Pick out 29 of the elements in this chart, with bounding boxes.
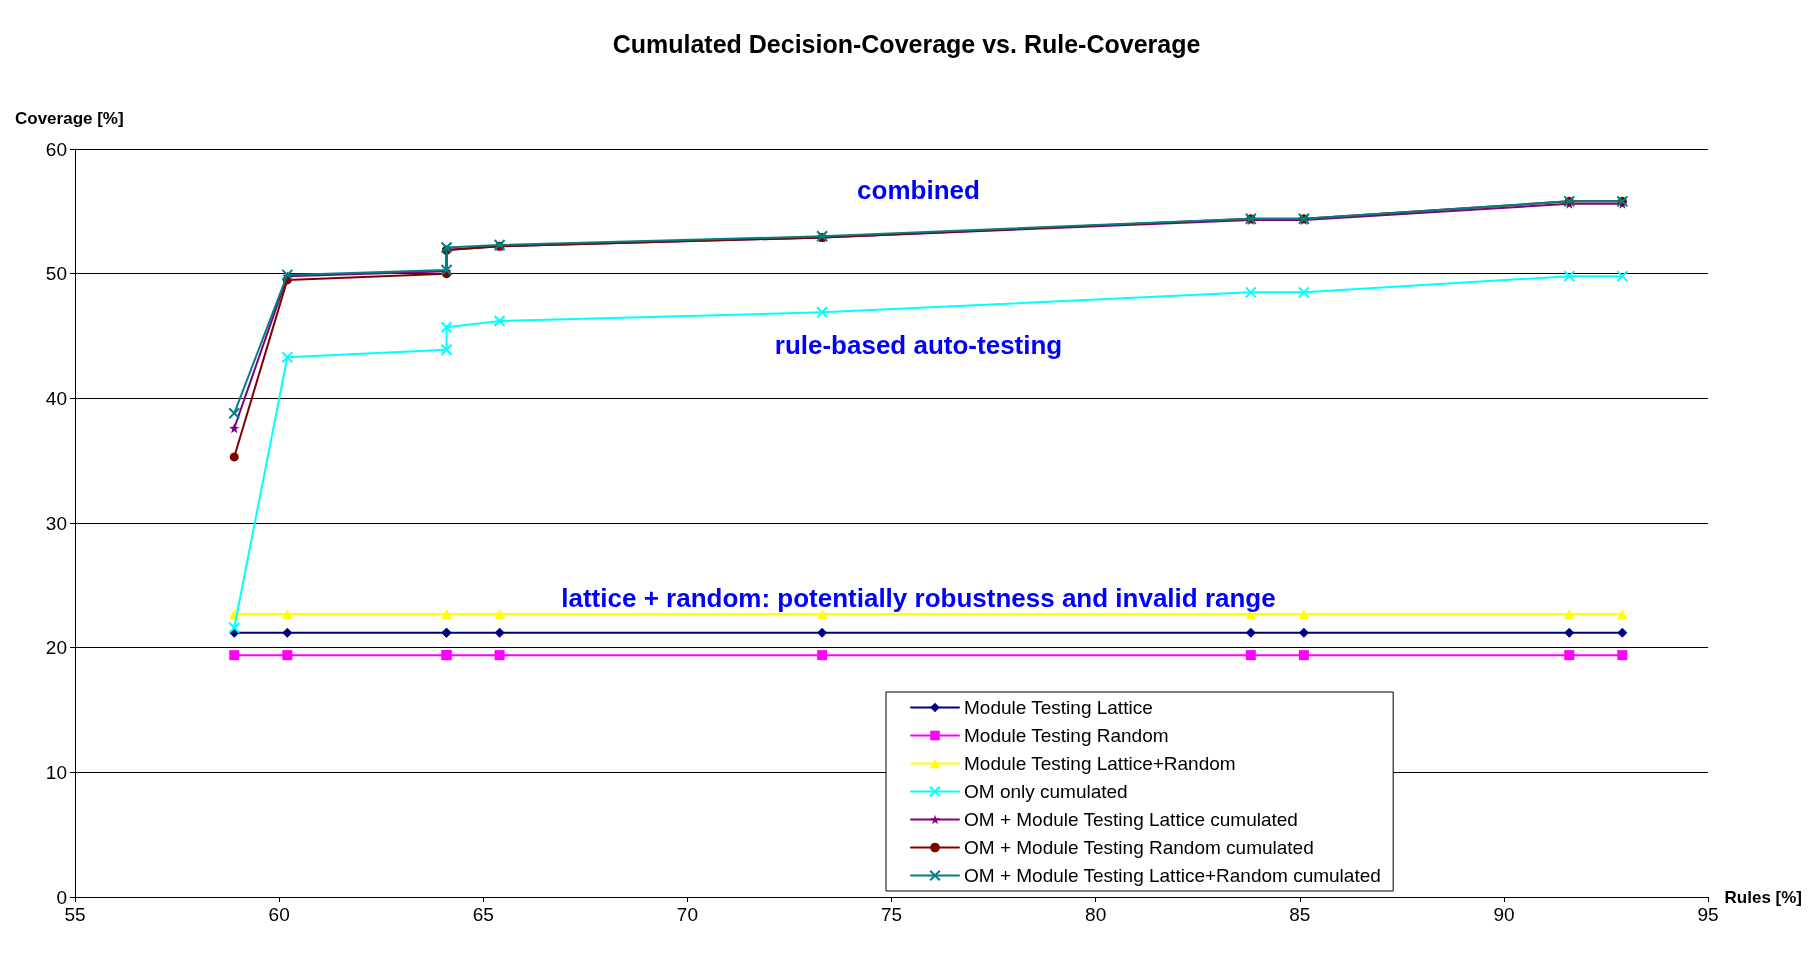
x-tick-label: 90 (1493, 904, 1515, 925)
legend-label: OM only cumulated (964, 781, 1128, 802)
y-tick-label: 40 (45, 387, 67, 409)
y-tick-label: 30 (45, 512, 67, 534)
legend-label: OM + Module Testing Lattice cumulated (964, 809, 1298, 830)
legend-label: Module Testing Random (964, 725, 1169, 746)
y-tick-label: 50 (45, 263, 67, 285)
y-tick-label: 10 (45, 761, 67, 783)
annotation: lattice + random: potentially robustness and invalid range (561, 582, 1276, 613)
annotation: rule-based auto-testing (774, 329, 1063, 360)
x-tick-label: 60 (268, 904, 290, 925)
x-tick-label: 70 (676, 904, 698, 925)
y-tick-label: 0 (56, 886, 67, 908)
x-tick-label: 85 (1289, 904, 1311, 925)
legend-label: OM + Module Testing Lattice+Random cumulated (964, 865, 1381, 886)
y-tick-label: 60 (45, 138, 67, 160)
x-tick-label: 75 (880, 904, 903, 925)
legend-label: Module Testing Lattice (964, 697, 1153, 718)
x-tick-label: 55 (64, 904, 86, 925)
x-tick-label: 95 (1697, 904, 1719, 925)
y-axis-title: Coverage [%] (15, 109, 124, 128)
legend-label: Module Testing Lattice+Random (964, 753, 1236, 774)
x-tick-label: 65 (472, 904, 494, 925)
x-axis-title: Rules [%] (1724, 887, 1803, 907)
x-tick-label: 80 (1085, 904, 1107, 925)
chart-title: Cumulated Decision-Coverage vs. Rule-Coverage (612, 29, 1201, 58)
annotation: combined (857, 175, 980, 206)
legend-label: OM + Module Testing Random cumulated (964, 837, 1314, 858)
y-tick-label: 20 (45, 637, 67, 659)
